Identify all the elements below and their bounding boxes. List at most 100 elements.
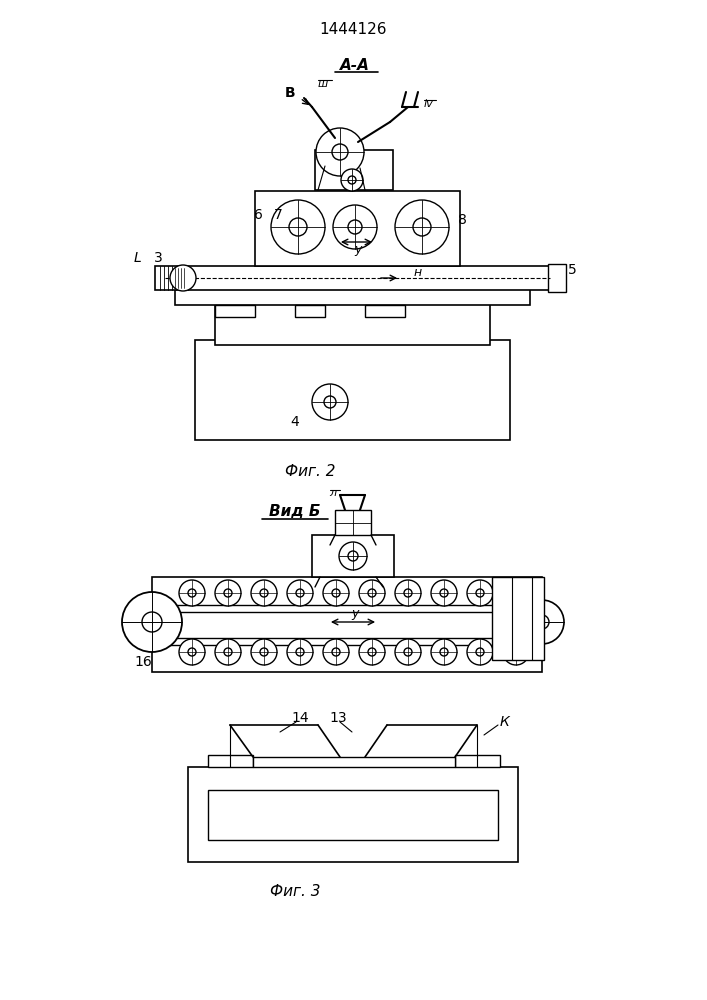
Circle shape	[296, 648, 304, 656]
Circle shape	[224, 589, 232, 597]
Circle shape	[520, 600, 564, 644]
Circle shape	[287, 639, 313, 665]
Circle shape	[503, 639, 529, 665]
Circle shape	[404, 589, 412, 597]
Text: 13: 13	[329, 711, 347, 725]
Bar	[253, 757, 455, 767]
Circle shape	[440, 589, 448, 597]
Text: Фиг. 3: Фиг. 3	[270, 884, 320, 900]
Text: 14: 14	[291, 711, 309, 725]
Circle shape	[395, 639, 421, 665]
Circle shape	[503, 580, 529, 606]
Circle shape	[431, 639, 457, 665]
Circle shape	[142, 612, 162, 632]
Circle shape	[251, 639, 277, 665]
Circle shape	[395, 580, 421, 606]
Text: 4: 4	[291, 415, 299, 429]
Bar	[492, 577, 544, 660]
Text: 5: 5	[568, 263, 576, 277]
Circle shape	[413, 218, 431, 236]
Circle shape	[316, 128, 364, 176]
Text: 7: 7	[274, 208, 282, 222]
Text: 3: 3	[153, 251, 163, 265]
Circle shape	[467, 639, 493, 665]
Circle shape	[289, 218, 307, 236]
Circle shape	[333, 205, 377, 249]
Circle shape	[332, 144, 348, 160]
Circle shape	[271, 200, 325, 254]
Bar	[208, 755, 253, 767]
Circle shape	[348, 220, 362, 234]
Circle shape	[395, 200, 449, 254]
Text: н: н	[414, 265, 422, 278]
Circle shape	[224, 648, 232, 656]
Bar	[365, 305, 405, 317]
Bar	[175, 287, 530, 305]
Circle shape	[476, 648, 484, 656]
Circle shape	[431, 580, 457, 606]
Bar	[312, 535, 394, 577]
Circle shape	[359, 639, 385, 665]
Bar	[315, 150, 393, 190]
Text: Вид Б: Вид Б	[269, 504, 321, 520]
Circle shape	[368, 648, 376, 656]
Text: А-А: А-А	[340, 57, 370, 73]
Circle shape	[122, 592, 182, 652]
Bar	[548, 264, 566, 292]
Circle shape	[296, 589, 304, 597]
Circle shape	[368, 589, 376, 597]
Text: L: L	[134, 251, 142, 265]
Circle shape	[339, 542, 367, 570]
Circle shape	[170, 265, 196, 291]
Circle shape	[359, 580, 385, 606]
Circle shape	[324, 396, 336, 408]
Circle shape	[323, 639, 349, 665]
Text: 16: 16	[134, 655, 152, 669]
Circle shape	[188, 648, 196, 656]
Circle shape	[512, 589, 520, 597]
Text: у: у	[354, 242, 362, 255]
Text: К: К	[500, 715, 510, 729]
Circle shape	[535, 615, 549, 629]
Text: 1444126: 1444126	[320, 22, 387, 37]
Circle shape	[260, 648, 268, 656]
Circle shape	[260, 589, 268, 597]
Circle shape	[404, 648, 412, 656]
Bar	[455, 755, 500, 767]
Circle shape	[323, 580, 349, 606]
Text: Фиг. 2: Фиг. 2	[285, 464, 335, 480]
Circle shape	[251, 580, 277, 606]
Circle shape	[332, 589, 340, 597]
Bar	[208, 790, 498, 840]
Bar	[215, 305, 255, 317]
Text: 8: 8	[457, 213, 467, 227]
Circle shape	[512, 648, 520, 656]
Bar	[255, 191, 460, 266]
Bar	[215, 300, 490, 345]
Text: ш: ш	[318, 79, 328, 89]
Bar	[295, 305, 325, 317]
Text: 6: 6	[254, 208, 262, 222]
Circle shape	[188, 589, 196, 597]
Circle shape	[476, 589, 484, 597]
Bar	[335, 510, 371, 535]
Bar	[155, 266, 555, 290]
Circle shape	[348, 176, 356, 184]
Circle shape	[440, 648, 448, 656]
Circle shape	[287, 580, 313, 606]
Circle shape	[348, 551, 358, 561]
Circle shape	[215, 580, 241, 606]
Text: л: л	[329, 488, 337, 498]
Bar	[195, 340, 510, 440]
Circle shape	[467, 580, 493, 606]
Bar	[152, 577, 542, 672]
Text: В: В	[285, 86, 296, 100]
Bar	[188, 767, 518, 862]
Text: iv: iv	[423, 99, 433, 109]
Circle shape	[179, 580, 205, 606]
Circle shape	[312, 384, 348, 420]
Text: у: у	[351, 606, 358, 619]
Circle shape	[341, 169, 363, 191]
Circle shape	[215, 639, 241, 665]
Circle shape	[332, 648, 340, 656]
